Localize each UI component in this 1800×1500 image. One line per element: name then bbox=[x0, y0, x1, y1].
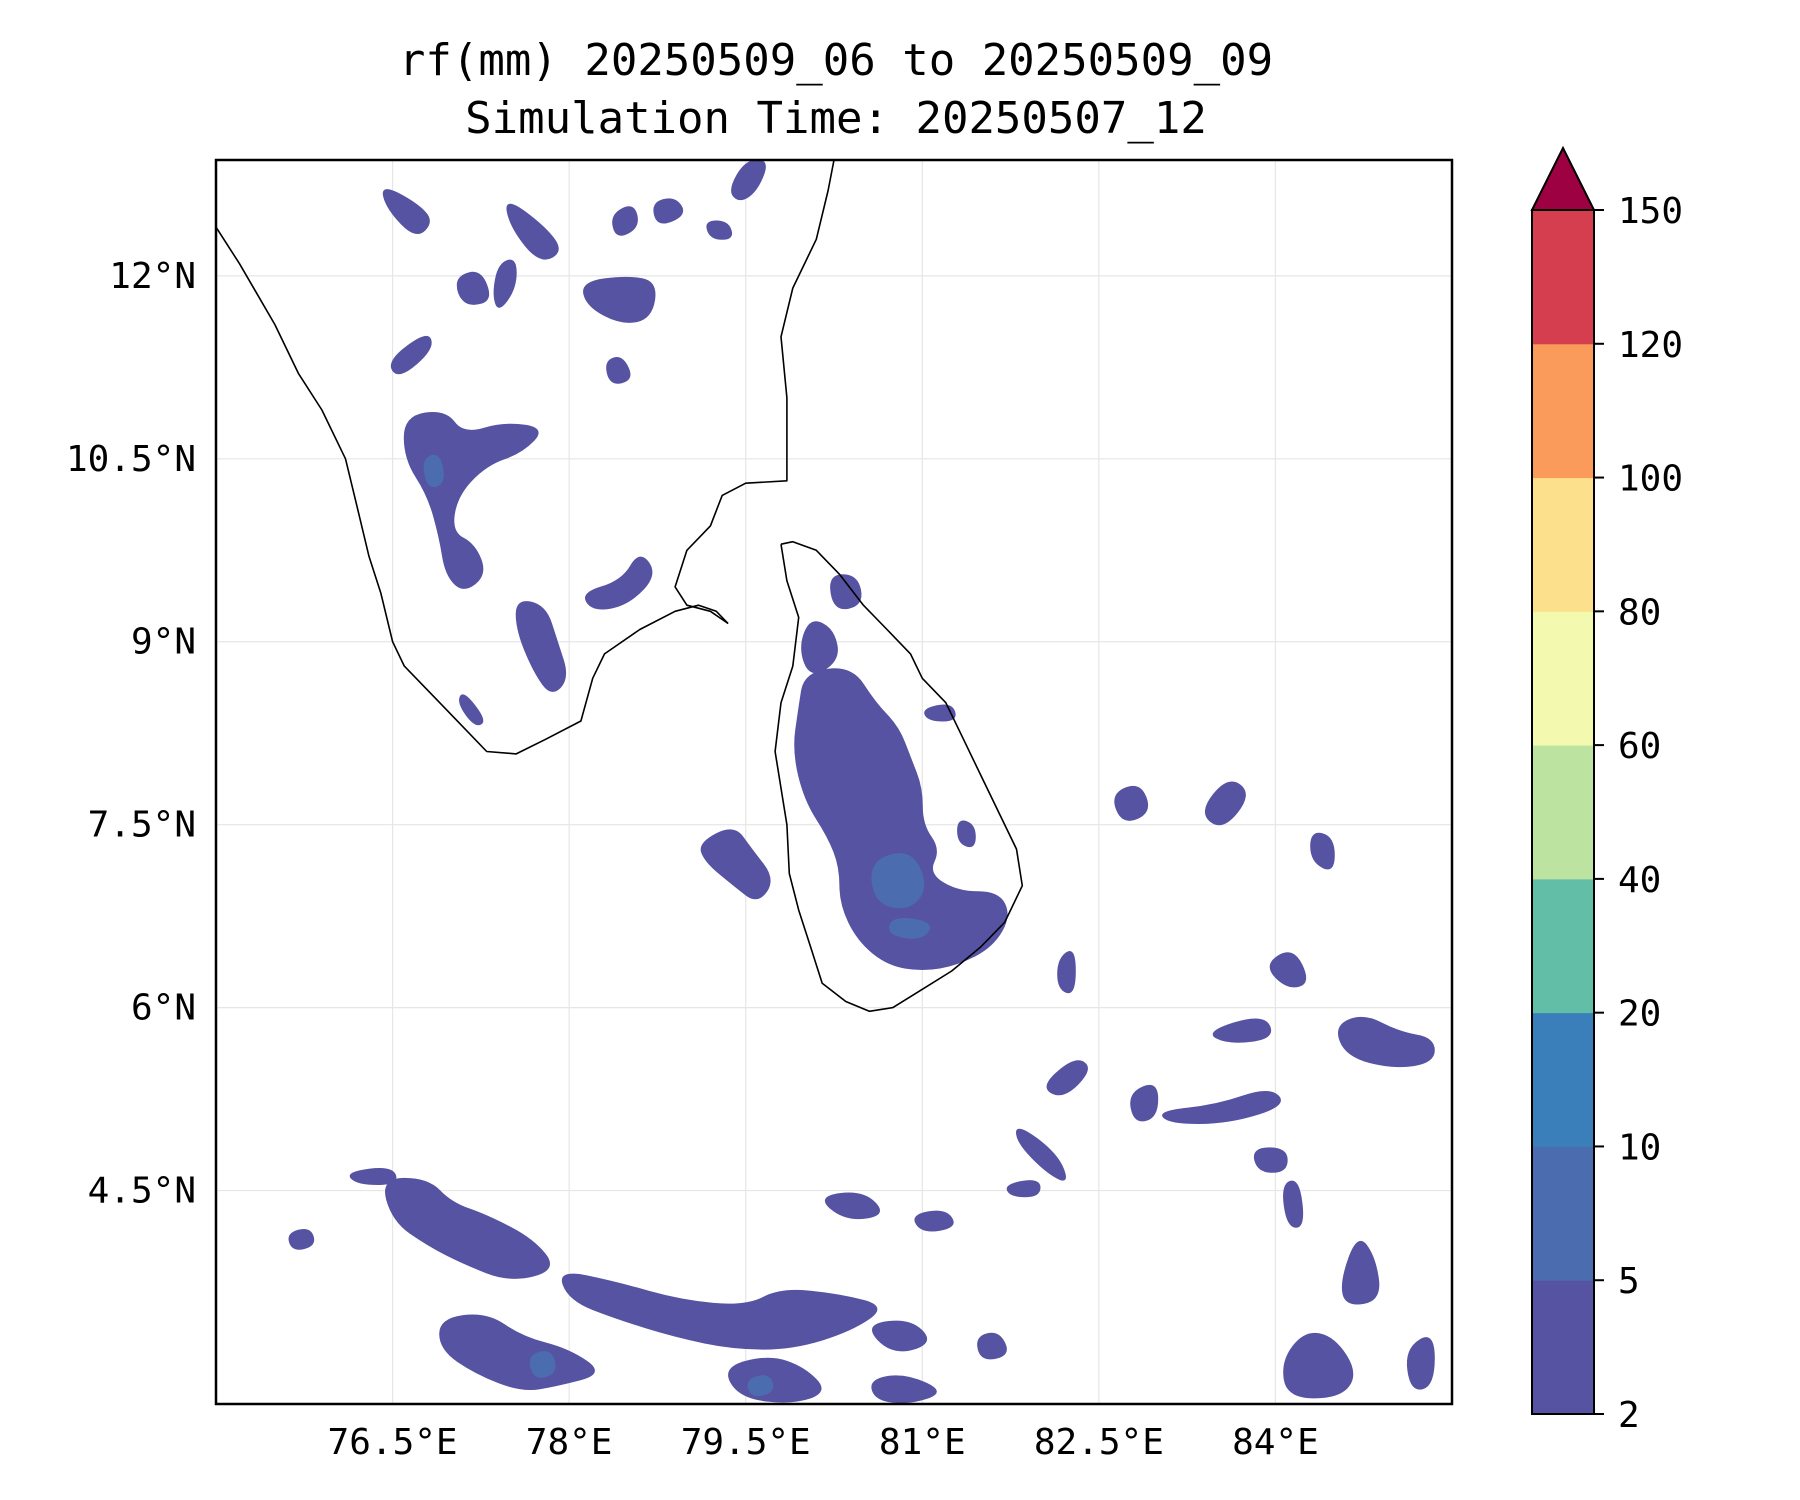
rain-region bbox=[493, 259, 517, 308]
rain-region bbox=[1046, 1060, 1088, 1096]
colorbar-tick-label: 150 bbox=[1618, 191, 1683, 232]
colorbar-band bbox=[1532, 1012, 1594, 1147]
rain-region bbox=[1130, 1084, 1159, 1122]
rain-region bbox=[914, 1210, 954, 1232]
rain-region bbox=[888, 917, 930, 939]
rain-region bbox=[382, 189, 430, 235]
colorbar-extend-arrow bbox=[1530, 145, 1596, 211]
colorbar-band bbox=[1532, 1146, 1594, 1281]
rain-region bbox=[583, 276, 656, 323]
latitude-tick-label: 10.5°N bbox=[66, 439, 196, 480]
rain-region bbox=[1205, 781, 1246, 826]
rain-region bbox=[1015, 1128, 1066, 1181]
longitude-tick-label: 84°E bbox=[1232, 1422, 1319, 1463]
rain-region bbox=[1269, 952, 1307, 988]
rain-region bbox=[871, 1375, 937, 1404]
colorbar: 2 5 10 20 40 60 80 100 120 150 bbox=[1530, 145, 1683, 1436]
colorbar-bands bbox=[1530, 145, 1596, 1415]
colorbar-band bbox=[1532, 210, 1594, 345]
rain-region bbox=[515, 601, 567, 692]
rain-region bbox=[506, 203, 559, 260]
rain-region bbox=[612, 206, 638, 236]
rain-region bbox=[456, 271, 490, 305]
colorbar-tick-label: 2 bbox=[1618, 1395, 1640, 1436]
latitude-tick-label: 4.5°N bbox=[88, 1171, 196, 1212]
rain-region bbox=[801, 621, 838, 674]
longitude-tick-label: 78°E bbox=[526, 1422, 613, 1463]
rain-region bbox=[1162, 1090, 1281, 1125]
rain-region bbox=[747, 1375, 774, 1397]
coastline bbox=[774, 540, 1024, 1013]
rain-region bbox=[439, 1314, 595, 1391]
colorbar-tick-label: 120 bbox=[1618, 325, 1683, 366]
rain-region bbox=[606, 357, 631, 384]
rain-region bbox=[1057, 951, 1076, 994]
rain-region bbox=[871, 1320, 928, 1352]
rain-region bbox=[385, 1177, 550, 1279]
map-plot-area: 76.5°E 78°E 79.5°E 81°E 82.5°E 84°E 12°N 10.5°… bbox=[66, 158, 1454, 1463]
figure-title-line-2: Simulation Time: 20250507_12 bbox=[465, 93, 1207, 144]
rain-region bbox=[830, 574, 862, 610]
latitude-tick-label: 6°N bbox=[131, 988, 196, 1029]
longitude-tick-label: 81°E bbox=[879, 1422, 966, 1463]
longitude-tick-label: 79.5°E bbox=[681, 1422, 811, 1463]
coastline bbox=[674, 160, 835, 625]
rain-region bbox=[1310, 832, 1335, 870]
rain-region bbox=[423, 454, 444, 488]
colorbar-band bbox=[1532, 477, 1594, 612]
coastline bbox=[216, 226, 729, 755]
colorbar-tick-label: 100 bbox=[1618, 459, 1683, 500]
rain-region bbox=[390, 335, 432, 375]
latitude-tick-label: 7.5°N bbox=[88, 805, 196, 846]
rain-region bbox=[1006, 1180, 1041, 1198]
rain-region bbox=[700, 829, 771, 900]
rain-region bbox=[1212, 1018, 1272, 1043]
rain-region bbox=[924, 704, 956, 722]
colorbar-tick-label: 20 bbox=[1618, 994, 1661, 1035]
colorbar-ticks: 2 5 10 20 40 60 80 100 120 150 bbox=[1594, 191, 1683, 1436]
rain-region bbox=[349, 1167, 397, 1186]
rain-region bbox=[1341, 1240, 1380, 1305]
colorbar-tick-label: 40 bbox=[1618, 860, 1661, 901]
colorbar-band bbox=[1532, 343, 1594, 479]
coastlines bbox=[216, 160, 1024, 1013]
map-frame bbox=[214, 158, 1454, 1406]
colorbar-band bbox=[1532, 1280, 1594, 1415]
rain-region bbox=[824, 1192, 880, 1220]
latitude-tick-label: 12°N bbox=[109, 256, 196, 297]
rain-region bbox=[1406, 1337, 1435, 1390]
rain-region bbox=[459, 694, 484, 726]
colorbar-frame bbox=[1531, 209, 1595, 1415]
rain-region bbox=[706, 220, 733, 240]
rain-region bbox=[529, 1351, 556, 1378]
rainfall-contours bbox=[288, 160, 1435, 1404]
longitude-tick-label: 82.5°E bbox=[1034, 1422, 1164, 1463]
latitude-tick-label: 9°N bbox=[131, 622, 196, 663]
rain-region bbox=[288, 1228, 315, 1250]
colorbar-band bbox=[1532, 878, 1594, 1014]
colorbar-tick-label: 60 bbox=[1618, 726, 1661, 767]
rain-region bbox=[1283, 1180, 1304, 1228]
figure-title-line-1: rf(mm) 20250509_06 to 20250509_09 bbox=[398, 35, 1274, 86]
rain-region bbox=[561, 1273, 878, 1350]
rain-region bbox=[1253, 1147, 1288, 1173]
colorbar-tick-label: 10 bbox=[1618, 1127, 1661, 1168]
rain-region bbox=[1283, 1332, 1354, 1399]
rain-region bbox=[585, 556, 653, 610]
longitude-tick-labels: 76.5°E 78°E 79.5°E 81°E 82.5°E 84°E bbox=[328, 1422, 1319, 1463]
rain-region bbox=[1338, 1016, 1435, 1068]
rain-region bbox=[871, 853, 925, 909]
rain-region bbox=[977, 1332, 1007, 1360]
colorbar-tick-label: 5 bbox=[1618, 1261, 1640, 1302]
latitude-tick-labels: 12°N 10.5°N 9°N 7.5°N 6°N 4.5°N bbox=[66, 256, 196, 1212]
rain-region bbox=[1114, 785, 1149, 821]
rain-region bbox=[731, 160, 766, 201]
colorbar-band bbox=[1532, 745, 1594, 880]
rain-region bbox=[653, 198, 684, 224]
longitude-tick-label: 76.5°E bbox=[328, 1422, 458, 1463]
colorbar-tick-label: 80 bbox=[1618, 592, 1661, 633]
colorbar-band bbox=[1532, 611, 1594, 746]
rain-region bbox=[957, 820, 976, 848]
